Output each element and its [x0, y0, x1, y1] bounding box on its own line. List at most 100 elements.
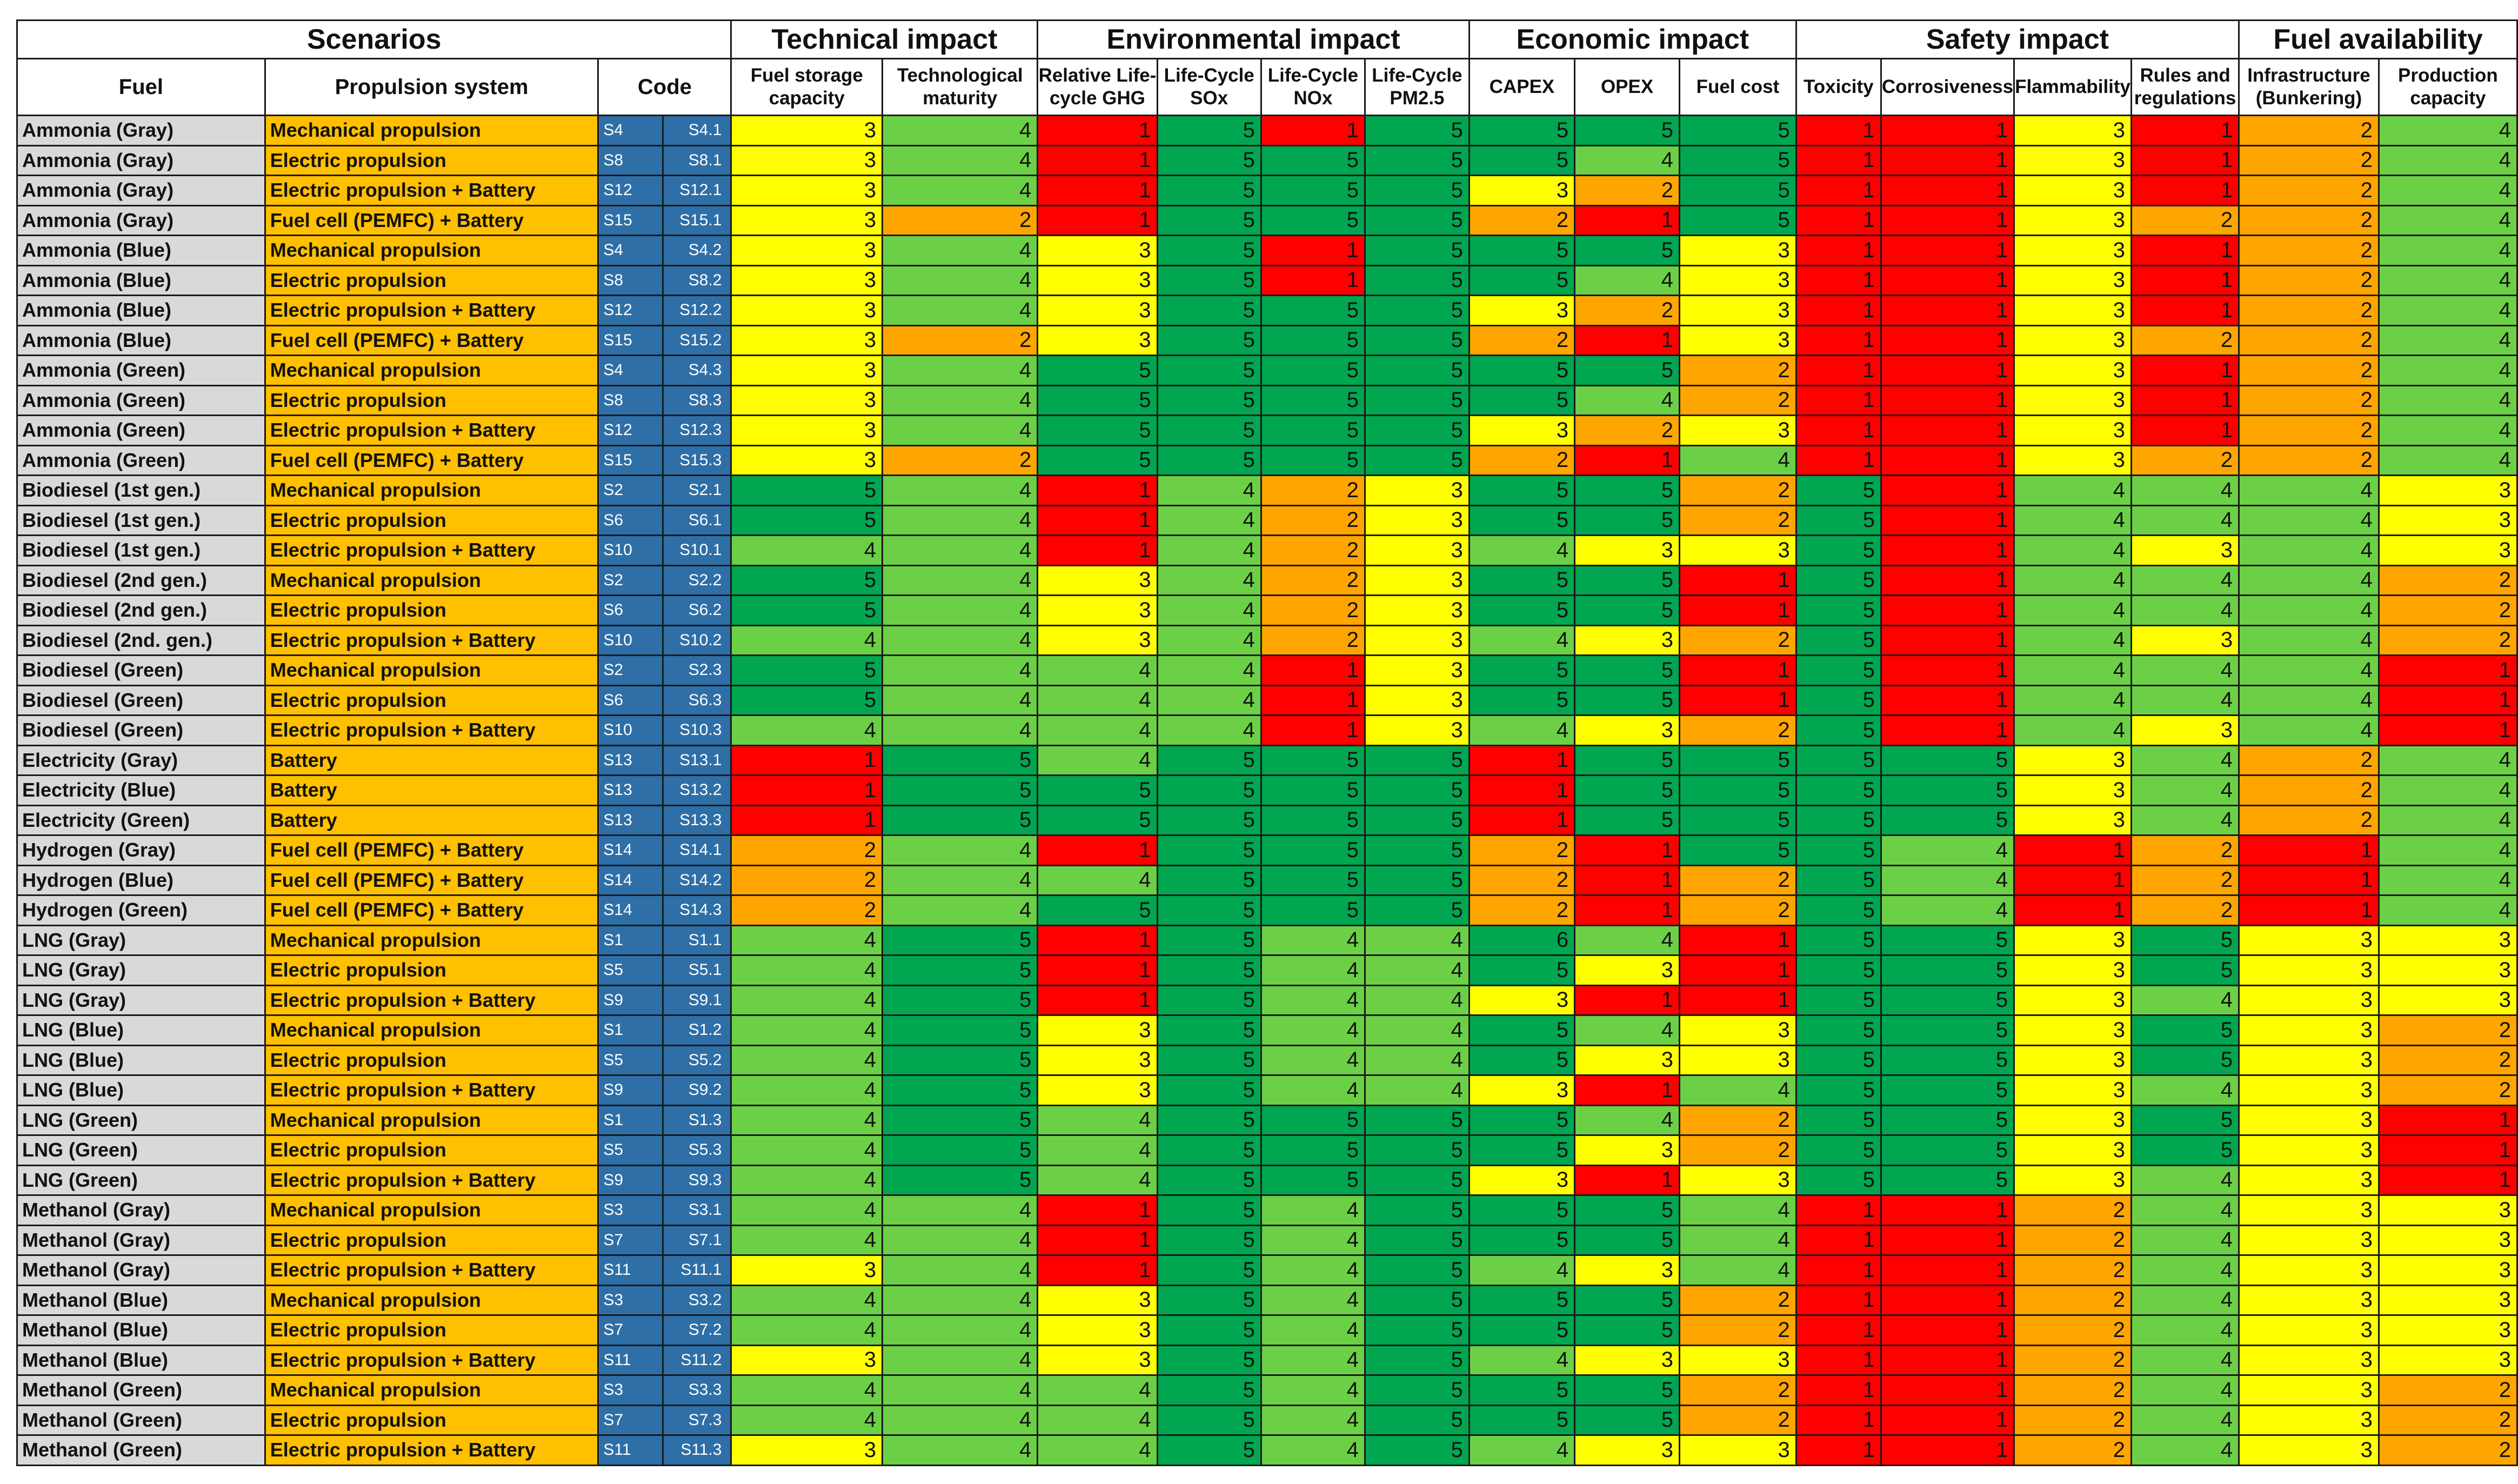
score-cell: 5: [1260, 744, 1366, 776]
score-cell: 5: [1156, 1104, 1262, 1136]
code-cell: S6: [597, 504, 664, 536]
score-cell: 1: [1679, 954, 1797, 986]
score-cell: 5: [881, 1074, 1039, 1106]
score-cell: 5: [1574, 804, 1680, 836]
table-row: Ammonia (Gray) Electric propulsion S8 S8.1 3…: [16, 144, 2518, 176]
propulsion-cell: Battery: [264, 774, 599, 806]
fuel-cell: Ammonia (Green): [16, 444, 266, 476]
score-cell: 5: [1679, 175, 1797, 206]
score-cell: 3: [730, 415, 884, 446]
score-cell: 1: [1795, 204, 1882, 236]
score-cell: 4: [881, 504, 1039, 536]
score-cell: 3: [1037, 264, 1158, 296]
score-cell: 4: [881, 264, 1039, 296]
code-cell: S10: [597, 534, 664, 566]
score-cell: 2: [2013, 1404, 2133, 1436]
score-cell: 2: [1679, 384, 1797, 416]
code-cell: S4: [597, 235, 664, 266]
score-cell: 1: [1880, 474, 2015, 506]
score-cell: 1: [1880, 654, 2015, 686]
score-cell: 5: [1156, 1344, 1262, 1376]
subcode-cell: S15.2: [662, 324, 732, 356]
score-cell: 2: [1679, 1284, 1797, 1316]
score-cell: 5: [1795, 984, 1882, 1016]
propulsion-cell: Fuel cell (PEMFC) + Battery: [264, 204, 599, 236]
score-cell: 1: [1795, 264, 1882, 296]
score-cell: 3: [2238, 1434, 2380, 1466]
score-cell: 4: [881, 1344, 1039, 1376]
score-cell: 3: [1037, 295, 1158, 326]
fuel-cell: Methanol (Green): [16, 1404, 266, 1436]
score-cell: 1: [1795, 175, 1882, 206]
score-cell: 4: [1468, 1434, 1576, 1466]
score-cell: 5: [1574, 684, 1680, 716]
score-cell: 4: [2130, 774, 2240, 806]
column-header: Life-Cycle NOx: [1260, 58, 1366, 116]
score-cell: 5: [1260, 384, 1366, 416]
fuel-cell: Ammonia (Gray): [16, 144, 266, 176]
score-cell: 4: [2130, 1344, 2240, 1376]
score-cell: 2: [2238, 415, 2380, 446]
score-cell: 4: [2013, 684, 2133, 716]
score-cell: 1: [1037, 834, 1158, 866]
propulsion-cell: Electric propulsion + Battery: [264, 1254, 599, 1286]
code-cell: S9: [597, 984, 664, 1016]
score-cell: 5: [1364, 1344, 1470, 1376]
score-cell: 3: [1364, 564, 1470, 596]
score-cell: 1: [1574, 204, 1680, 236]
score-cell: 5: [1364, 1164, 1470, 1196]
score-cell: 1: [1795, 1314, 1882, 1346]
score-cell: 1: [1880, 295, 2015, 326]
score-cell: 3: [2238, 924, 2380, 956]
code-cell: S12: [597, 295, 664, 326]
score-cell: 4: [2130, 654, 2240, 686]
score-cell: 4: [1880, 864, 2015, 896]
score-cell: 1: [1795, 1254, 1882, 1286]
score-cell: 3: [1364, 684, 1470, 716]
score-cell: 3: [1037, 1284, 1158, 1316]
score-cell: 4: [1156, 654, 1262, 686]
code-cell: S10: [597, 624, 664, 656]
subcode-cell: S11.2: [662, 1344, 732, 1376]
score-cell: 4: [881, 1314, 1039, 1346]
score-cell: 4: [2238, 594, 2380, 626]
score-cell: 5: [1880, 744, 2015, 776]
fuel-cell: LNG (Gray): [16, 984, 266, 1016]
table-row: Biodiesel (2nd gen.) Mechanical propulsio…: [16, 564, 2518, 596]
score-cell: 4: [2377, 204, 2518, 236]
propulsion-cell: Electric propulsion + Battery: [264, 984, 599, 1016]
table-row: Ammonia (Green) Electric propulsion S8 S8.3…: [16, 384, 2518, 416]
score-cell: 3: [1364, 474, 1470, 506]
score-cell: 5: [1260, 894, 1366, 926]
score-cell: 4: [1260, 1044, 1366, 1076]
score-cell: 4: [881, 894, 1039, 926]
subcode-cell: S6.2: [662, 594, 732, 626]
score-cell: 1: [1880, 235, 2015, 266]
score-cell: 3: [2238, 954, 2380, 986]
score-cell: 3: [2013, 415, 2133, 446]
score-cell: 5: [1156, 235, 1262, 266]
fuel-cell: Methanol (Gray): [16, 1194, 266, 1226]
score-cell: 3: [1468, 415, 1576, 446]
code-cell: S3: [597, 1194, 664, 1226]
score-cell: 5: [1260, 1134, 1366, 1166]
fuel-cell: Biodiesel (1st gen.): [16, 474, 266, 506]
score-cell: 2: [1468, 444, 1576, 476]
score-cell: 4: [2377, 295, 2518, 326]
propulsion-cell: Electric propulsion + Battery: [264, 714, 599, 746]
score-cell: 4: [2013, 714, 2133, 746]
score-cell: 3: [1574, 1344, 1680, 1376]
score-cell: 1: [730, 744, 884, 776]
score-cell: 3: [1574, 1254, 1680, 1286]
subcode-cell: S6.3: [662, 684, 732, 716]
score-cell: 4: [2377, 355, 2518, 386]
score-cell: 3: [2013, 355, 2133, 386]
table-row: Ammonia (Green) Mechanical propulsion S4 S4…: [16, 355, 2518, 386]
score-cell: 3: [2238, 1224, 2380, 1256]
score-cell: 4: [2377, 744, 2518, 776]
score-cell: 5: [881, 1014, 1039, 1046]
fuel-cell: Biodiesel (Green): [16, 684, 266, 716]
score-cell: 2: [1679, 894, 1797, 926]
fuel-cell: Hydrogen (Gray): [16, 834, 266, 866]
